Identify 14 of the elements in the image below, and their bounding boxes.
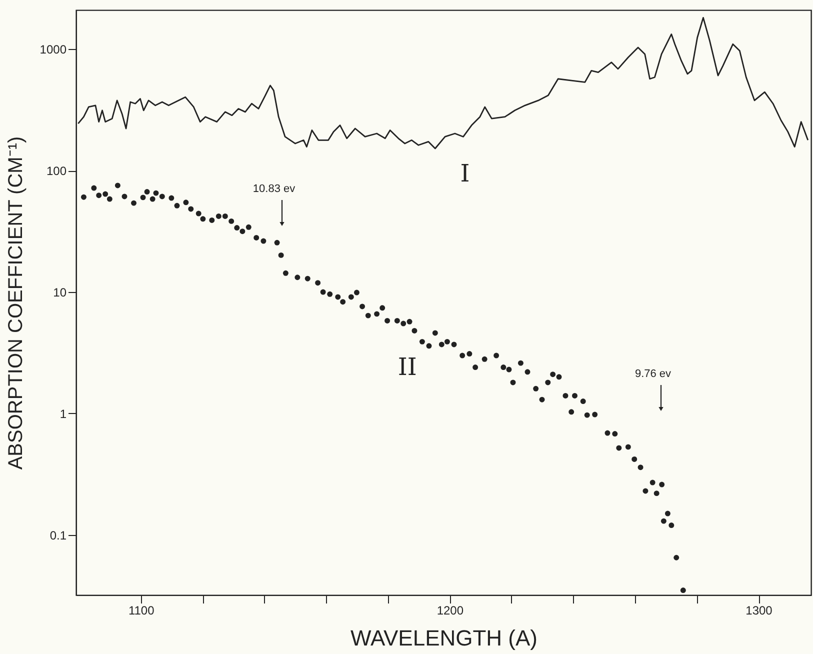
annotation: 9.76 ev xyxy=(634,368,672,380)
y-tick-label: 1 xyxy=(60,406,67,421)
y-tick-label: 100 xyxy=(46,164,67,178)
x-tick-label: 1200 xyxy=(436,604,464,618)
x-axis-title: WAVELENGTH (A) xyxy=(350,626,538,650)
y-axis-title: ABSORPTION COEFFICIENT (CM⁻¹) xyxy=(4,136,27,470)
series-label: II xyxy=(398,352,417,381)
y-tick-label: 10 xyxy=(53,286,67,300)
y-tick-label: 0.1 xyxy=(50,528,67,542)
series-label: I xyxy=(460,160,470,188)
y-tick-label: 1000 xyxy=(40,42,67,57)
x-tick-label: 1300 xyxy=(746,604,773,618)
x-tick-label: 1100 xyxy=(128,604,155,618)
annotation: 10.83 ev xyxy=(252,183,296,195)
